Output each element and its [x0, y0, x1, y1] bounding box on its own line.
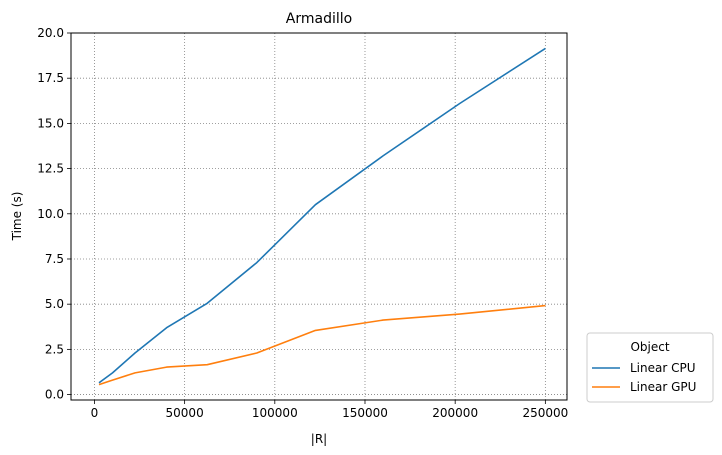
y-tick-label: 17.5 — [37, 71, 64, 85]
y-tick-label: 15.0 — [37, 116, 64, 130]
x-axis-label: |R| — [311, 432, 327, 446]
x-tick-label: 50000 — [166, 406, 204, 420]
legend-label-linear-cpu: Linear CPU — [630, 361, 696, 375]
y-axis-label: Time (s) — [10, 192, 24, 242]
x-tick-label: 0 — [91, 406, 99, 420]
y-tick-label: 20.0 — [37, 26, 64, 40]
y-tick-label: 12.5 — [37, 162, 64, 176]
ticks: 0 50000 100000 150000 200000 250000 0.0 2.5 5.0 7… — [37, 26, 568, 420]
legend: Object Linear CPU Linear GPU — [586, 332, 714, 403]
y-tick-label: 5.0 — [45, 297, 64, 311]
grid — [71, 32, 567, 400]
series-line-linear-gpu — [98, 304, 546, 386]
series-line-linear-cpu — [98, 47, 546, 384]
y-tick-label: 2.5 — [45, 342, 64, 356]
y-tick-label: 7.5 — [45, 252, 64, 266]
legend-title: Object — [630, 340, 669, 354]
series-layer — [98, 47, 546, 386]
y-tick-label: 10.0 — [37, 207, 64, 221]
x-tick-label: 100000 — [252, 406, 298, 420]
legend-label-linear-gpu: Linear GPU — [630, 380, 696, 394]
x-tick-label: 200000 — [432, 406, 478, 420]
legend-box — [586, 332, 714, 403]
chart-title: Armadillo — [286, 11, 352, 27]
x-tick-label: 150000 — [342, 406, 388, 420]
plot-frame — [70, 32, 568, 401]
x-tick-label: 250000 — [522, 406, 568, 420]
y-tick-label: 0.0 — [45, 388, 64, 402]
